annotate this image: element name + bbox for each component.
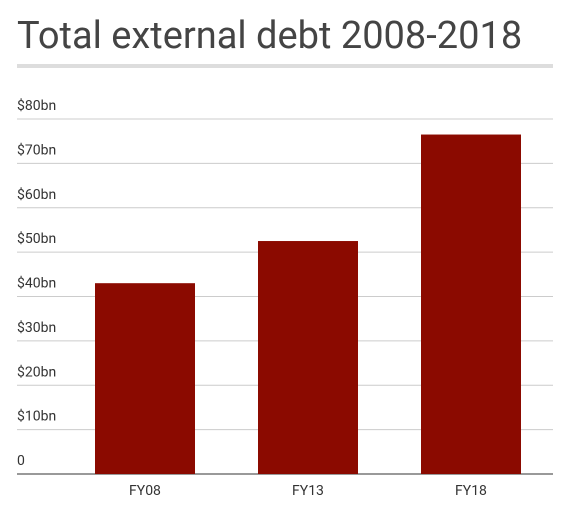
y-tick-label: $40bn	[17, 275, 56, 292]
y-tick-label: $50bn	[17, 230, 56, 247]
y-tick-label: 0	[17, 453, 25, 469]
x-tick-label: FY18	[455, 483, 487, 499]
chart-title: Total external debt 2008-2018	[17, 14, 522, 58]
y-tick-label: $30bn	[17, 319, 56, 336]
y-tick-label: $60bn	[17, 186, 56, 203]
bar	[258, 241, 358, 474]
bar	[421, 134, 521, 474]
y-tick-label: $10bn	[17, 408, 56, 425]
y-tick-label: $80bn	[17, 97, 56, 114]
y-tick-label: $20bn	[17, 363, 56, 380]
title-rule	[17, 64, 553, 68]
y-tick-label: $70bn	[17, 141, 56, 158]
x-tick-label: FY08	[129, 483, 161, 499]
x-tick-label: FY13	[292, 483, 324, 499]
bar	[95, 283, 195, 474]
